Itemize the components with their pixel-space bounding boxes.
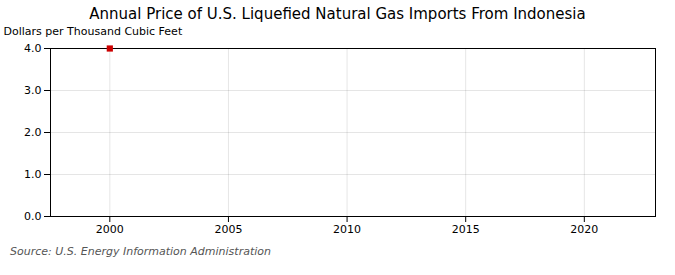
html-text:Source: U.S. Energy Informatio: Source: U.S. Energy Information Administ… (10, 245, 271, 258)
svg-text:2020: 2020 (570, 223, 598, 236)
svg-text:2000: 2000 (96, 223, 124, 236)
svg-text:2.0: 2.0 (24, 126, 42, 139)
svg-text:3.0: 3.0 (24, 84, 42, 97)
svg-text:0.0: 0.0 (24, 210, 42, 223)
svg-text:2005: 2005 (214, 223, 242, 236)
svg-text:1.0: 1.0 (24, 168, 42, 181)
svg-text:2010: 2010 (333, 223, 361, 236)
svg-text:Dollars per Thousand Cubic Fee: Dollars per Thousand Cubic Feet (4, 25, 183, 38)
svg-text:4.0: 4.0 (24, 42, 42, 55)
svg-text:2015: 2015 (452, 223, 480, 236)
html-text:Annual Price of U.S. Liquefied: Annual Price of U.S. Liquefied Natural G… (89, 5, 586, 23)
